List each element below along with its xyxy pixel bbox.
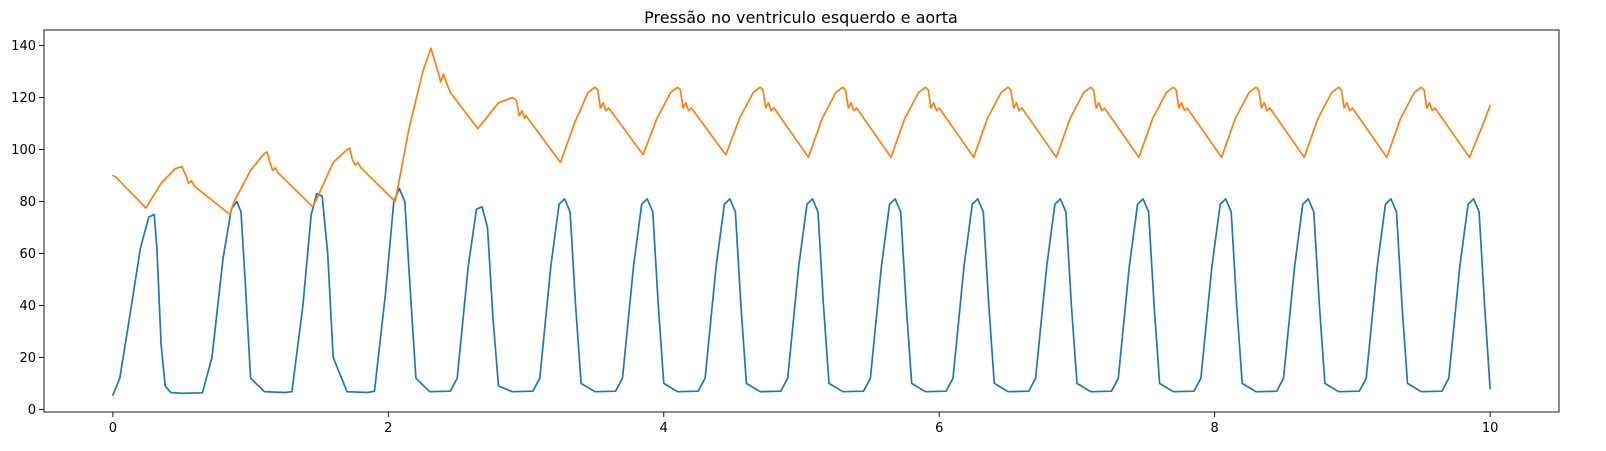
y-tick-label: 20 — [19, 351, 36, 366]
y-tick-label: 0 — [28, 403, 36, 418]
y-tick-label: 120 — [11, 91, 36, 106]
x-axis: 0 2 4 6 8 10 — [109, 412, 1499, 436]
series-layer — [112, 47, 1491, 396]
x-tick-label: 0 — [109, 421, 117, 436]
x-tick-label: 6 — [935, 421, 943, 436]
y-tick-label: 40 — [19, 299, 36, 314]
y-axis: 0 20 40 60 80 100 120 140 — [11, 39, 44, 418]
y-tick-label: 80 — [19, 195, 36, 210]
series-line-1 — [112, 187, 1491, 396]
x-tick-label: 4 — [660, 421, 668, 436]
y-tick-label: 60 — [19, 247, 36, 262]
x-tick-label: 2 — [384, 421, 392, 436]
series-line-2 — [112, 47, 1491, 216]
chart-title: Pressão no ventriculo esquerdo e aorta — [644, 8, 958, 27]
axes-frame — [43, 29, 1560, 413]
x-tick-label: 8 — [1211, 421, 1219, 436]
y-tick-label: 100 — [11, 143, 36, 158]
x-tick-label: 10 — [1482, 421, 1499, 436]
y-tick-label: 140 — [11, 39, 36, 54]
